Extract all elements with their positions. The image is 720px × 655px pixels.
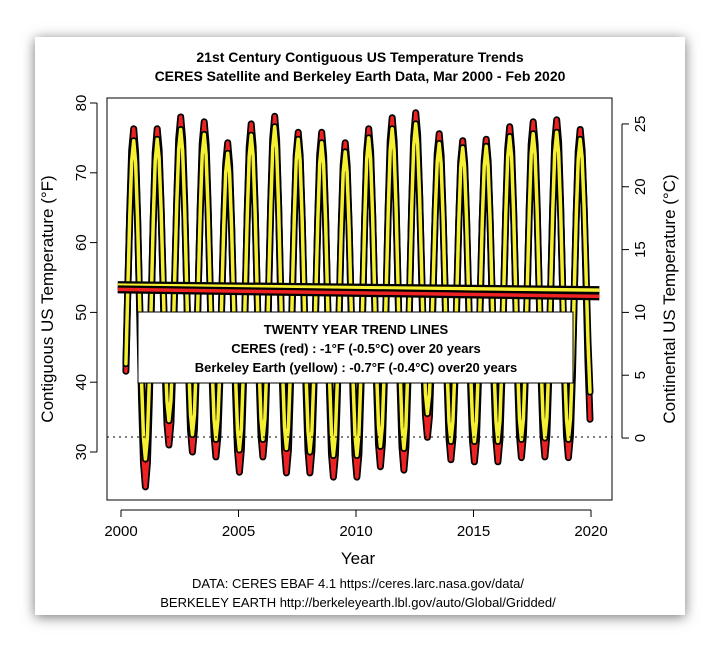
y-tick-label-right: 0 — [632, 434, 649, 442]
plot-frame — [106, 97, 613, 501]
x-tick-label: 2015 — [457, 523, 490, 540]
source-line-1: DATA: CERES EBAF 4.1 https://ceres.larc.… — [192, 576, 524, 591]
y-tick-label-left: 80 — [73, 95, 90, 112]
legend: TWENTY YEAR TREND LINES CERES (red) : -1… — [137, 311, 574, 384]
y-tick-label-left: 40 — [73, 374, 90, 391]
y-tick-label-left: 30 — [73, 444, 90, 461]
y-tick-label-right: 10 — [632, 304, 649, 321]
y-tick-label-left: 70 — [73, 164, 90, 181]
legend-berkeley: Berkeley Earth (yellow) : -0.7°F (-0.4°C… — [195, 360, 518, 375]
series-layer — [122, 109, 594, 491]
ceres-trend-line — [117, 287, 600, 299]
y-axis-label-right: Continental US Temperature (°C) — [660, 174, 679, 423]
y-tick-label-left: 60 — [73, 234, 90, 251]
trend-layer — [117, 281, 600, 301]
y-tick-label-right: 20 — [632, 178, 649, 195]
x-tick-label: 2005 — [222, 523, 255, 540]
chart-title-line-1: 21st Century Contiguous US Temperature T… — [196, 49, 523, 65]
x-axis-label: Year — [341, 549, 376, 568]
y-tick-label-right: 5 — [632, 371, 649, 379]
berkeley-series-line — [124, 122, 592, 461]
y-axis-label-left: Contiguous US Temperature (°F) — [38, 175, 57, 422]
y-tick-label-left: 50 — [73, 304, 90, 321]
x-tick-label: 2000 — [104, 523, 137, 540]
y-tick-label-right: 25 — [632, 116, 649, 133]
legend-title: TWENTY YEAR TREND LINES — [264, 322, 449, 337]
source-line-2: BERKELEY EARTH http://berkeleyearth.lbl.… — [160, 595, 556, 610]
axes-layer: 2000 2005 2010 2015 2020 30 40 50 60 70 80 0 5 10 15 20… — [73, 95, 649, 540]
legend-box — [137, 311, 574, 384]
x-tick-label: 2010 — [339, 523, 372, 540]
y-tick-label-right: 15 — [632, 241, 649, 258]
legend-ceres: CERES (red) : -1°F (-0.5°C) over 20 year… — [231, 341, 481, 356]
chart-title-line-2: CERES Satellite and Berkeley Earth Data,… — [155, 68, 566, 84]
x-tick-label: 2020 — [574, 523, 607, 540]
berkeley-trend-line — [117, 283, 600, 292]
